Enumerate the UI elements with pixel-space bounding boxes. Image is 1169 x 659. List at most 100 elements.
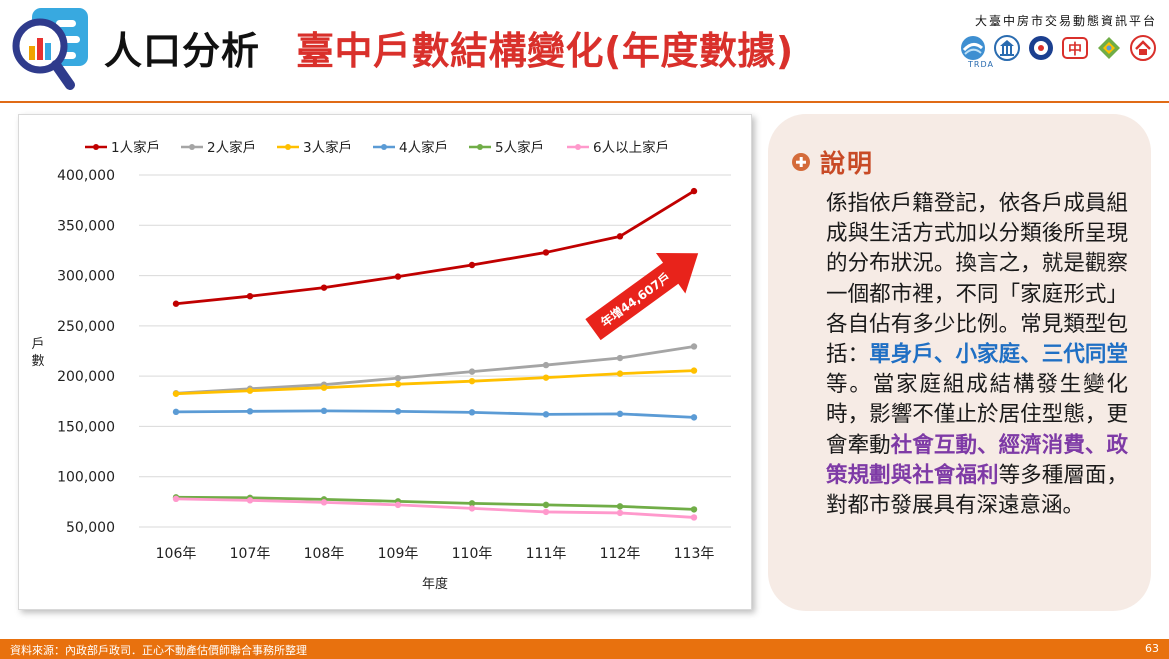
footer-bar: 資料來源：內政部戶政司．正心不動產估價師聯合事務所整理 63	[0, 639, 1169, 659]
legend: 1人家戶 2人家戶 3人家戶 4人家戶 5人家戶 6人以上家戶	[85, 139, 669, 156]
data-point	[616, 354, 624, 362]
data-point	[616, 509, 624, 517]
data-point	[394, 408, 402, 415]
data-point	[690, 506, 698, 513]
series-line	[175, 497, 695, 519]
ctreaa-logo-icon	[1129, 34, 1157, 62]
x-tick-label: 109年	[378, 546, 419, 562]
data-point	[616, 410, 624, 418]
series-line	[175, 189, 695, 306]
legend-item: 3人家戶	[277, 139, 352, 156]
line-chart: 50,000 100,000 150,000 200,000 250,000 300,00…	[31, 139, 731, 592]
trda-caption: TRDA	[968, 60, 994, 69]
x-tick-label: 112年	[600, 546, 641, 562]
legend-label: 6人以上家戶	[593, 139, 669, 156]
partner-logos: 中	[959, 34, 1157, 62]
svg-text:中: 中	[1068, 41, 1082, 58]
data-point	[616, 503, 624, 510]
y-tick-label: 400,000	[57, 168, 115, 184]
legend-marker	[189, 144, 195, 150]
legend-marker	[477, 144, 483, 150]
data-point	[468, 505, 476, 512]
series-line	[175, 345, 695, 395]
data-point	[394, 501, 402, 509]
household-types-highlight: 單身戶、小家庭、三代同堂	[869, 342, 1128, 368]
data-point	[246, 387, 254, 394]
platform-name: 大臺中房市交易動態資訊平台	[974, 14, 1157, 28]
series-6人以上家戶	[172, 495, 698, 521]
legend-marker	[285, 144, 291, 150]
legend-item: 5人家戶	[469, 139, 544, 156]
data-point	[690, 367, 698, 374]
data-point	[542, 508, 550, 516]
growth-annotation: 年增44,607戶	[585, 253, 699, 341]
emblem-logo-icon	[1027, 34, 1055, 62]
y-tick-label: 250,000	[57, 319, 115, 335]
y-tick-label: 150,000	[57, 419, 115, 435]
data-point	[320, 499, 328, 506]
growth-annotation-label: 年增44,607戶	[598, 269, 673, 330]
x-tick-label: 107年	[230, 546, 271, 562]
x-tick-label: 106年	[156, 546, 197, 562]
data-point	[320, 284, 328, 291]
y-tick-label: 200,000	[57, 369, 115, 385]
x-tick-label: 111年	[526, 546, 567, 562]
series-line	[175, 369, 695, 396]
data-point	[394, 374, 402, 382]
building-logo-icon	[993, 34, 1021, 62]
page-number: 63	[1145, 642, 1159, 655]
x-tick-label: 113年	[674, 546, 715, 562]
data-point	[468, 377, 476, 385]
data-source: 資料來源：內政部戶政司．正心不動產估價師聯合事務所整理	[10, 644, 307, 657]
data-point	[468, 500, 476, 507]
data-point	[172, 408, 180, 416]
y-tick-label: 100,000	[57, 470, 115, 486]
data-point	[468, 409, 476, 416]
diamond-logo-icon	[1095, 34, 1123, 62]
data-point	[172, 495, 180, 503]
series-4人家戶	[172, 407, 698, 421]
header-divider	[0, 101, 1169, 103]
page-title: 人口分析	[104, 29, 261, 73]
y-axis-title: 戶數	[31, 337, 44, 369]
data-point	[394, 380, 402, 388]
legend-item: 2人家戶	[181, 139, 256, 156]
legend-marker	[93, 144, 99, 150]
x-tick-label: 108年	[304, 546, 345, 562]
data-point	[246, 408, 254, 415]
data-point	[616, 370, 624, 377]
chart-card: 50,000 100,000 150,000 200,000 250,000 300,00…	[18, 114, 752, 610]
axes: 50,000 100,000 150,000 200,000 250,000 300,00…	[57, 168, 714, 562]
taichung-logo-icon: 中	[1061, 34, 1089, 62]
app-logo-icon	[10, 8, 88, 90]
x-axis-title: 年度	[422, 576, 448, 592]
legend-marker	[381, 144, 387, 150]
series	[172, 187, 698, 521]
legend-item: 6人以上家戶	[567, 139, 669, 156]
data-point	[468, 261, 476, 269]
legend-label: 4人家戶	[399, 139, 448, 156]
data-point	[542, 374, 550, 381]
growth-arrow	[585, 253, 699, 341]
explanation-text-3: 等多種層面，對都市發展具有深遠意涵。	[826, 462, 1128, 519]
x-tick-label: 110年	[452, 546, 493, 562]
y-tick-label: 300,000	[57, 269, 115, 285]
legend-label: 3人家戶	[303, 139, 352, 156]
data-point	[468, 368, 476, 375]
data-point	[246, 292, 254, 300]
series-3人家戶	[172, 367, 698, 397]
explanation-panel: 說明 係指依戶籍登記，依各戶成員組成與生活方式加以分類後所呈現的分布狀況。換言之…	[768, 114, 1151, 611]
data-point	[320, 384, 328, 391]
explanation-text-1: 係指依戶籍登記，依各戶成員組成與生活方式加以分類後所呈現的分布狀況。換言之，就是…	[826, 191, 1128, 368]
data-point	[320, 407, 328, 415]
data-point	[690, 187, 698, 195]
series-5人家戶	[172, 494, 698, 513]
legend-item: 4人家戶	[373, 139, 448, 156]
gridlines	[139, 174, 731, 528]
data-point	[172, 300, 180, 307]
explanation-body: 係指依戶籍登記，依各戶成員組成與生活方式加以分類後所呈現的分布狀況。換言之，就是…	[826, 189, 1128, 521]
y-tick-label: 350,000	[57, 218, 115, 234]
data-point	[542, 501, 550, 509]
page-subtitle: 臺中戶數結構變化(年度數據)	[296, 29, 794, 73]
data-point	[542, 361, 550, 369]
